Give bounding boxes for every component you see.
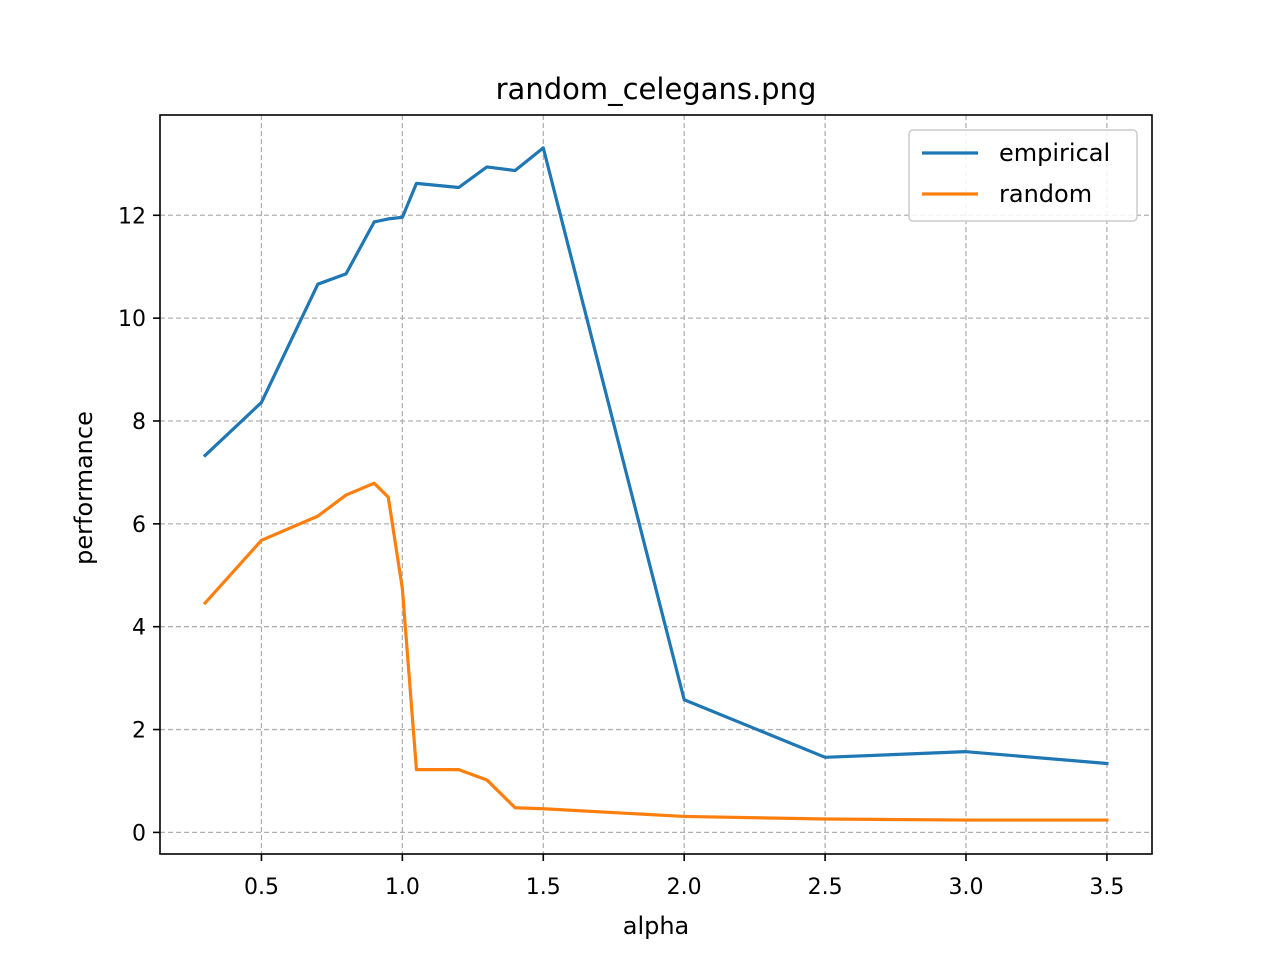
y-tick-label: 10 [118, 307, 146, 332]
legend-label-empirical: empirical [999, 139, 1110, 167]
y-tick-label: 12 [118, 204, 146, 229]
series-line-random [202, 481, 1109, 822]
x-axis-label: alpha [623, 912, 690, 940]
series-line-empirical [202, 146, 1109, 766]
y-tick-label: 2 [132, 719, 146, 744]
plot-frame [159, 114, 1153, 855]
legend-label-random: random [999, 180, 1092, 208]
series-layer [202, 146, 1109, 822]
x-tick-label: 3.5 [1089, 875, 1124, 900]
x-tick-label: 2.0 [667, 875, 702, 900]
chart-title: random_celegans.png [496, 72, 817, 106]
ticks: 0.5 1.0 1.5 2.0 2.5 3.0 3.5 0 2 4 6 8 10 12 [118, 204, 1124, 900]
x-tick-label: 1.0 [385, 875, 420, 900]
grid [160, 115, 1152, 854]
y-tick-label: 6 [132, 513, 146, 538]
y-tick-label: 0 [132, 821, 146, 846]
y-tick-label: 8 [132, 410, 146, 435]
y-tick-label: 4 [132, 616, 146, 641]
y-axis-label: performance [70, 411, 98, 565]
x-tick-label: 1.5 [526, 875, 561, 900]
x-tick-label: 2.5 [808, 875, 843, 900]
x-tick-label: 0.5 [244, 875, 279, 900]
legend: empirical random [908, 129, 1138, 222]
x-tick-label: 3.0 [949, 875, 984, 900]
